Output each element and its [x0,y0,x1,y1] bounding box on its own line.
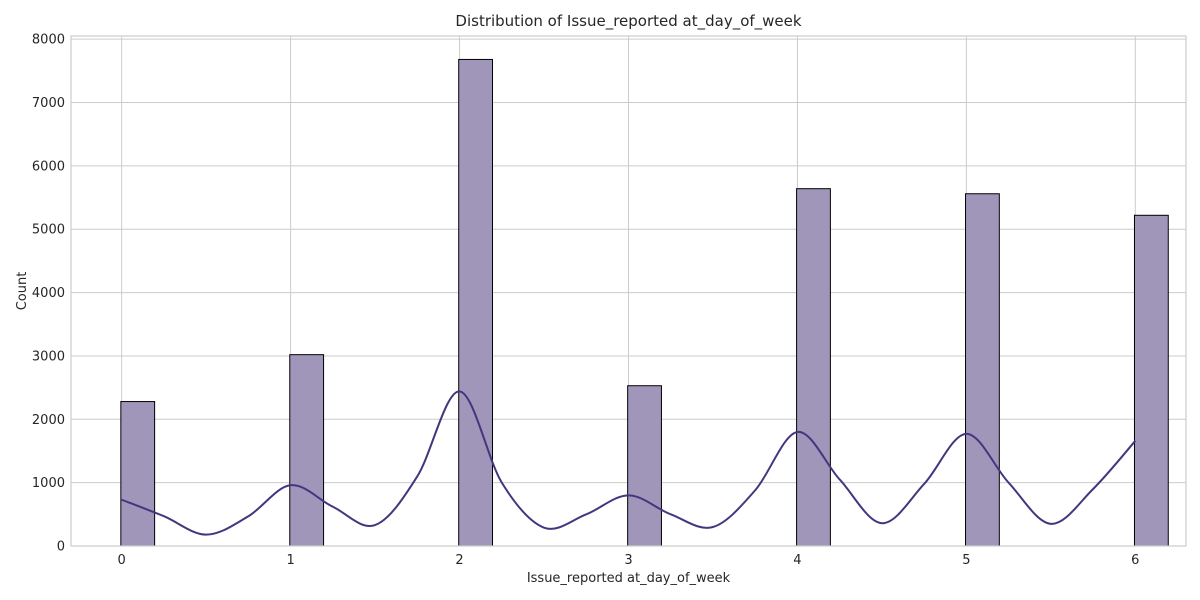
kde-line [121,390,1137,536]
histogram-bar [458,58,494,547]
x-axis-title: Issue_reported at_day_of_week [527,571,731,586]
x-tick-label: 5 [962,553,970,568]
histogram-bar [627,385,662,547]
y-tick-label: 5000 [32,223,65,238]
y-tick-label: 2000 [32,413,65,428]
histogram-bars [120,58,1169,547]
y-tick-label: 4000 [32,286,65,301]
y-tick-label: 1000 [32,476,65,491]
x-tick-label: 3 [624,553,632,568]
x-tick-label: 0 [118,553,126,568]
y-tick-label: 6000 [32,159,65,174]
x-tick-label: 4 [793,553,801,568]
y-tick-label: 3000 [32,349,65,364]
y-tick-label: 8000 [32,33,65,48]
plot-frame [70,35,1187,547]
histogram-bar [1133,214,1169,547]
x-tick-label: 6 [1131,553,1139,568]
axis-ticks: 0 1 2 3 4 5 6 0 1000 2000 3000 4000 5000 6000 7000 8000 [32,33,1140,568]
x-tick-label: 2 [455,553,463,568]
kde-curve [121,390,1137,536]
x-tick-label: 1 [286,553,294,568]
histogram-bar [965,193,1000,547]
y-tick-label: 0 [57,540,65,555]
y-axis-title: Count [15,272,30,311]
histogram-bar [289,354,325,547]
histogram-bar [120,401,156,547]
y-tick-label: 7000 [32,96,65,111]
histogram-bar [796,188,831,547]
chart-title: Distribution of Issue_reported at_day_of… [455,12,801,31]
